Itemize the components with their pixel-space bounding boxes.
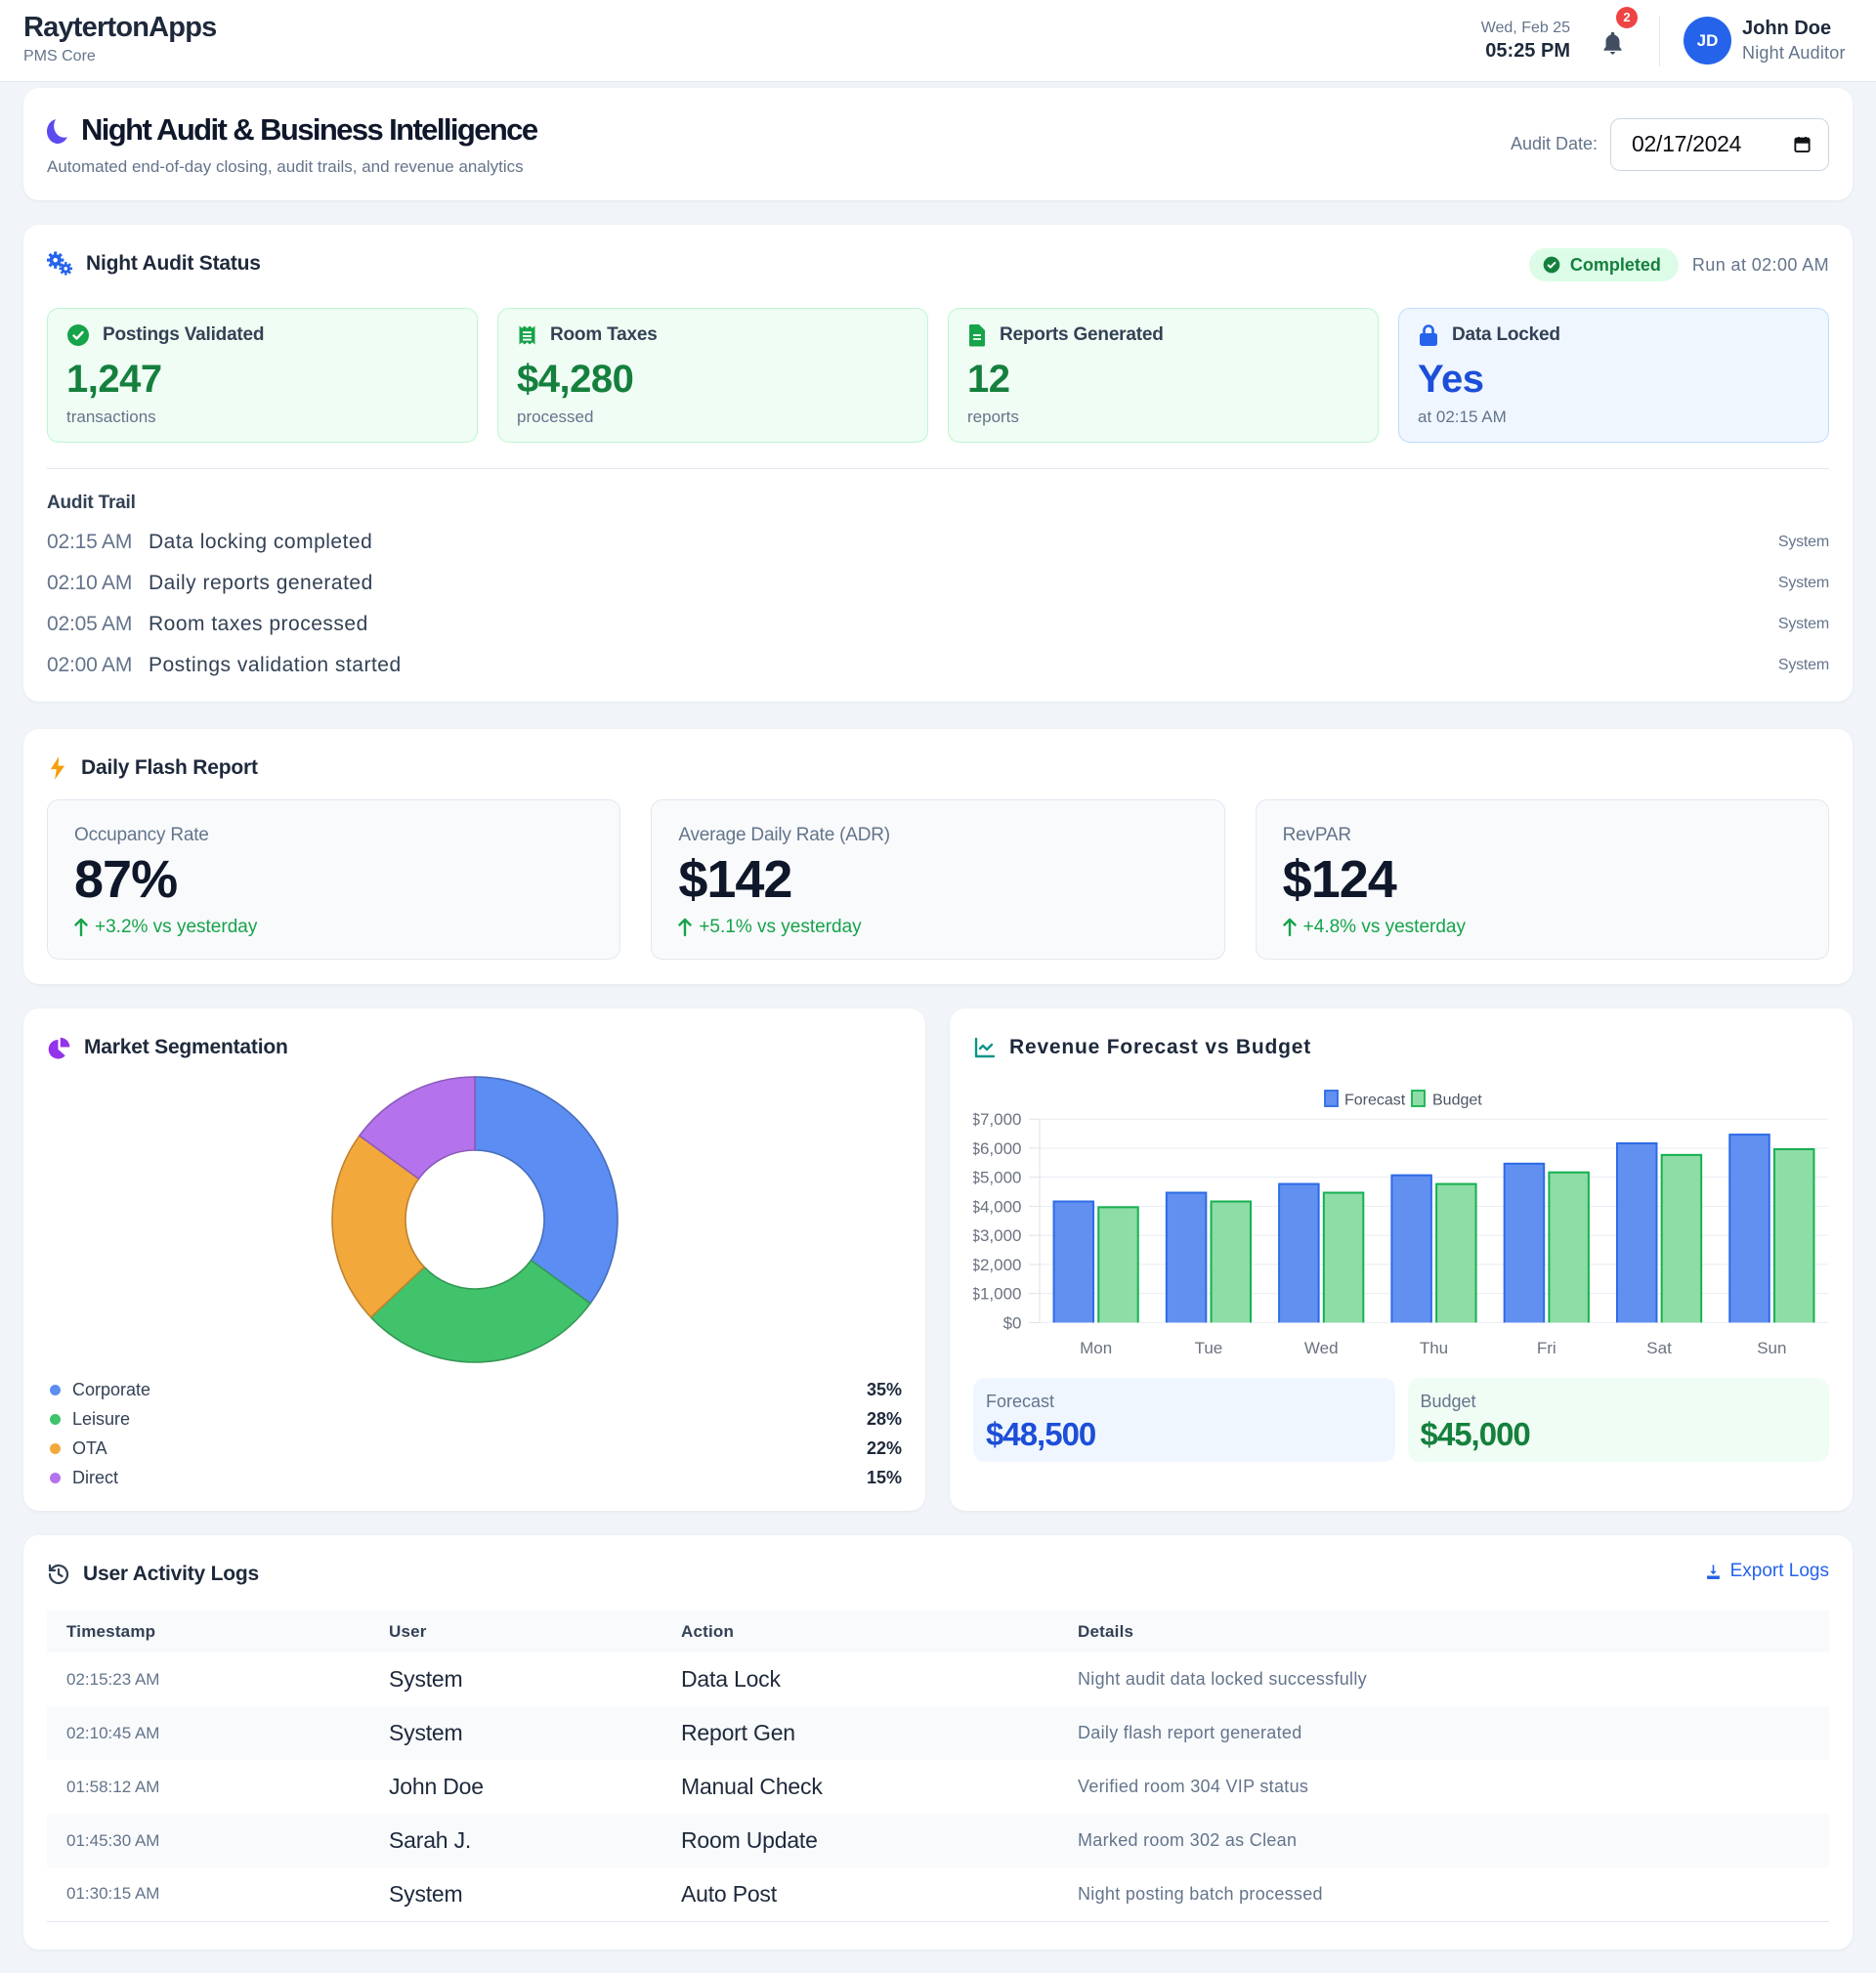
svg-text:Sun: Sun <box>1757 1339 1786 1357</box>
svg-text:Budget: Budget <box>1432 1093 1482 1109</box>
svg-text:$4,000: $4,000 <box>973 1197 1022 1216</box>
svg-text:Mon: Mon <box>1080 1339 1112 1357</box>
svg-text:$3,000: $3,000 <box>973 1226 1022 1245</box>
svg-text:$6,000: $6,000 <box>973 1139 1022 1158</box>
svg-text:Sat: Sat <box>1646 1339 1672 1357</box>
svg-text:Forecast: Forecast <box>1344 1093 1406 1109</box>
svg-text:$7,000: $7,000 <box>973 1110 1022 1129</box>
svg-text:$2,000: $2,000 <box>973 1256 1022 1274</box>
svg-text:$1,000: $1,000 <box>973 1285 1022 1304</box>
svg-text:Wed: Wed <box>1304 1339 1339 1357</box>
svg-text:Thu: Thu <box>1420 1339 1448 1357</box>
svg-text:$0: $0 <box>1003 1313 1022 1332</box>
svg-text:$5,000: $5,000 <box>973 1169 1022 1187</box>
svg-text:Tue: Tue <box>1195 1339 1223 1357</box>
svg-text:Fri: Fri <box>1537 1339 1556 1357</box>
